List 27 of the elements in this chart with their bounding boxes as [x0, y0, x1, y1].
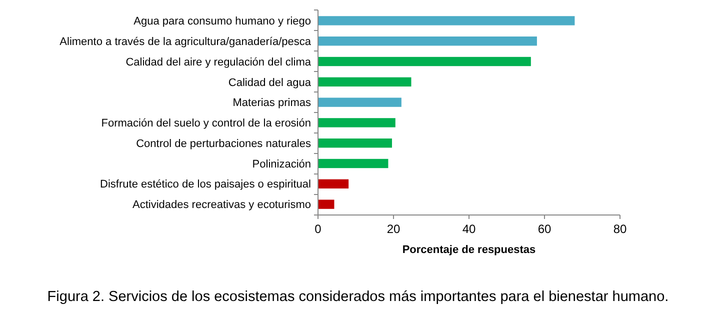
text: Figura 2. Servicios de los ecosistemas considerados más importantes para el bienestar humano. [47, 289, 669, 305]
bar [318, 98, 402, 107]
bar [318, 158, 388, 168]
y-tick-label: Formación del suelo y control de la erosión [101, 118, 311, 130]
bar [318, 77, 412, 86]
bar [318, 179, 349, 188]
bar [318, 118, 396, 128]
bar [318, 138, 392, 148]
y-tick-label: Disfrute estético de los paisajes o espiritual [100, 178, 311, 191]
bar [318, 200, 334, 209]
x-tick-label: 80 [613, 222, 627, 236]
bar [318, 36, 537, 46]
x-tick-label: 60 [538, 222, 552, 236]
x-tick-label: 0 [314, 222, 322, 236]
y-tick-label: Control de perturbaciones naturales [136, 138, 312, 150]
y-tick-label: Polinización [252, 158, 311, 170]
x-axis-title: Porcentaje de respuestas [402, 244, 536, 256]
y-tick-label: Calidad del agua [228, 76, 312, 89]
y-tick-label: Alimento a través de la agricultura/ganadería/pesca [60, 36, 312, 48]
y-tick-label: Materias primas [232, 97, 312, 110]
bar [318, 56, 531, 66]
y-tick-label: Calidad del aire y regulación del clima [126, 56, 312, 68]
y-tick-label: Agua para consumo humano y riego [134, 16, 311, 28]
x-tick-label: 20 [386, 222, 400, 236]
bar [318, 16, 575, 26]
x-tick-label: 40 [462, 222, 476, 236]
y-tick-label: Actividades recreativas y ecoturismo [132, 199, 311, 212]
